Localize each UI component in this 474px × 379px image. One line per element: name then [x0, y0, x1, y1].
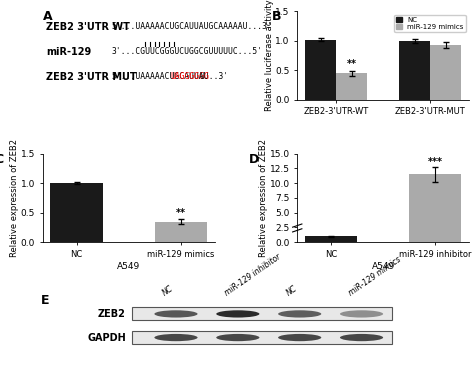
- FancyBboxPatch shape: [132, 307, 392, 320]
- Ellipse shape: [278, 334, 321, 341]
- Bar: [336, 73, 367, 100]
- Text: 5'...UAAAAACUGCAUUAU: 5'...UAAAAACUGCAUUAU: [111, 72, 209, 80]
- Bar: [430, 45, 462, 100]
- X-axis label: A549: A549: [117, 262, 140, 271]
- Bar: [399, 41, 430, 100]
- Bar: [410, 174, 462, 242]
- Y-axis label: Relative expression of ZEB2: Relative expression of ZEB2: [10, 139, 19, 257]
- Bar: [305, 40, 336, 100]
- Text: ZEB2 3'UTR MUT: ZEB2 3'UTR MUT: [46, 72, 137, 81]
- Ellipse shape: [340, 334, 383, 341]
- Text: A: A: [43, 11, 52, 23]
- Text: D: D: [249, 153, 259, 166]
- Ellipse shape: [216, 310, 259, 318]
- Text: NC: NC: [285, 284, 299, 298]
- Text: U...3': U...3': [199, 72, 228, 80]
- Text: ***: ***: [428, 157, 443, 167]
- Text: **: **: [176, 208, 186, 218]
- Text: ZEB2: ZEB2: [98, 309, 126, 319]
- Legend: NC, miR-129 mimics: NC, miR-129 mimics: [394, 15, 466, 32]
- Text: miR-129 mimics: miR-129 mimics: [347, 255, 402, 298]
- X-axis label: A549: A549: [372, 262, 395, 271]
- Text: B: B: [272, 11, 281, 23]
- FancyBboxPatch shape: [132, 331, 392, 344]
- Text: **: **: [346, 60, 357, 69]
- Text: GAPDH: GAPDH: [87, 332, 126, 343]
- Ellipse shape: [216, 334, 259, 341]
- Bar: [155, 221, 207, 242]
- Bar: [305, 236, 357, 242]
- Y-axis label: Relative luciferase activity: Relative luciferase activity: [265, 0, 274, 111]
- Text: 5'...UAAAAACUGCAUUAUGCAAAAAU...3': 5'...UAAAAACUGCAUUAUGCAAAAAU...3': [111, 22, 273, 31]
- Text: UAGGGGGG: UAGGGGGG: [170, 72, 209, 80]
- Ellipse shape: [155, 310, 198, 318]
- Y-axis label: Relative expression of ZEB2: Relative expression of ZEB2: [259, 139, 268, 257]
- Ellipse shape: [340, 310, 383, 318]
- Ellipse shape: [155, 334, 198, 341]
- Text: ZEB2 3'UTR WT: ZEB2 3'UTR WT: [46, 22, 130, 32]
- Bar: [50, 183, 102, 242]
- Text: miR-129: miR-129: [46, 47, 91, 57]
- Text: C: C: [0, 153, 4, 166]
- Text: NC: NC: [161, 284, 175, 298]
- Ellipse shape: [278, 310, 321, 318]
- Text: miR-129 inhibitor: miR-129 inhibitor: [223, 252, 283, 298]
- Text: 3'...CGUUCGGGUCUGGCGUUUUUC...5': 3'...CGUUCGGGUCUGGCGUUUUUC...5': [111, 47, 263, 56]
- Text: E: E: [40, 294, 49, 307]
